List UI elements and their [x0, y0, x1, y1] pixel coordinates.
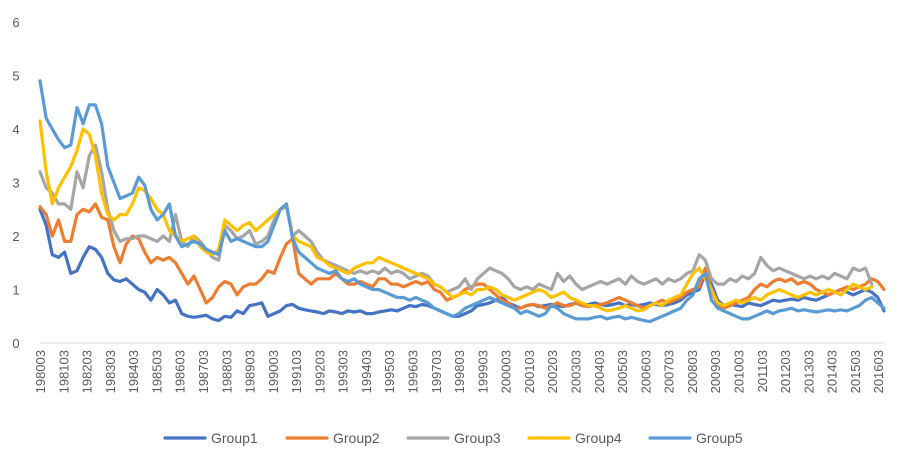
y-axis: 0 1 2 3 4 5 6 — [12, 15, 19, 351]
x-tick-label: 198903 — [243, 350, 258, 393]
x-tick-label: 198003 — [33, 350, 48, 393]
legend-label-group5: Group5 — [696, 430, 743, 446]
x-tick-label: 198503 — [149, 350, 164, 393]
x-tick-label: 200503 — [615, 350, 630, 393]
x-tick-label: 201603 — [871, 350, 886, 393]
y-tick-label: 4 — [12, 122, 19, 137]
x-tick-label: 199803 — [452, 350, 467, 393]
x-tick-label: 201003 — [731, 350, 746, 393]
x-tick-label: 199703 — [429, 350, 444, 393]
x-tick-label: 200403 — [592, 350, 607, 393]
y-tick-label: 1 — [12, 283, 19, 298]
legend-label-group1: Group1 — [211, 430, 258, 446]
y-tick-label: 3 — [12, 176, 19, 191]
x-tick-label: 198103 — [56, 350, 71, 393]
x-tick-label: 198303 — [103, 350, 118, 393]
x-tick-label: 199303 — [336, 350, 351, 393]
x-tick-label: 199903 — [475, 350, 490, 393]
x-tick-label: 201103 — [755, 350, 770, 392]
x-tick-label: 198703 — [196, 350, 211, 393]
x-tick-label: 198403 — [126, 350, 141, 393]
y-tick-label: 0 — [12, 336, 19, 351]
x-tick-label: 199603 — [406, 350, 421, 393]
x-tick-label: 200103 — [522, 350, 537, 393]
x-tick-label: 200303 — [569, 350, 584, 393]
legend-label-group2: Group2 — [333, 430, 380, 446]
legend-label-group3: Group3 — [454, 430, 501, 446]
x-tick-label: 200203 — [545, 350, 560, 393]
y-tick-label: 6 — [12, 15, 19, 30]
x-tick-label: 199403 — [359, 350, 374, 393]
x-tick-label: 201403 — [825, 350, 840, 393]
x-tick-label: 199203 — [312, 350, 327, 393]
x-tick-label: 198803 — [219, 350, 234, 393]
x-tick-label: 200903 — [708, 350, 723, 393]
y-tick-label: 5 — [12, 69, 19, 84]
x-tick-label: 200003 — [499, 350, 514, 393]
x-tick-label: 200703 — [662, 350, 677, 393]
x-tick-label: 200603 — [638, 350, 653, 393]
series-line-group4 — [38, 119, 874, 313]
series-line-group1 — [38, 207, 886, 323]
x-tick-label: 198203 — [80, 350, 95, 393]
x-tick-label: 199503 — [382, 350, 397, 393]
plot-area — [38, 79, 886, 324]
legend-label-group4: Group4 — [575, 430, 622, 446]
series-line-group5 — [38, 79, 886, 324]
series-line-group3 — [38, 143, 874, 294]
x-tick-label: 201503 — [848, 350, 863, 393]
legend: Group1 Group2 Group3 Group4 Group5 — [163, 430, 743, 446]
x-tick-label: 198603 — [173, 350, 188, 393]
y-tick-label: 2 — [12, 229, 19, 244]
x-tick-label: 199103 — [289, 350, 304, 393]
x-tick-label: 201303 — [801, 350, 816, 393]
x-tick-label: 199003 — [266, 350, 281, 393]
x-axis: 198003 198103 198203 198303 198403 198503 1986… — [33, 342, 886, 393]
x-tick-label: 200803 — [685, 350, 700, 393]
x-tick-label: 201203 — [778, 350, 793, 393]
